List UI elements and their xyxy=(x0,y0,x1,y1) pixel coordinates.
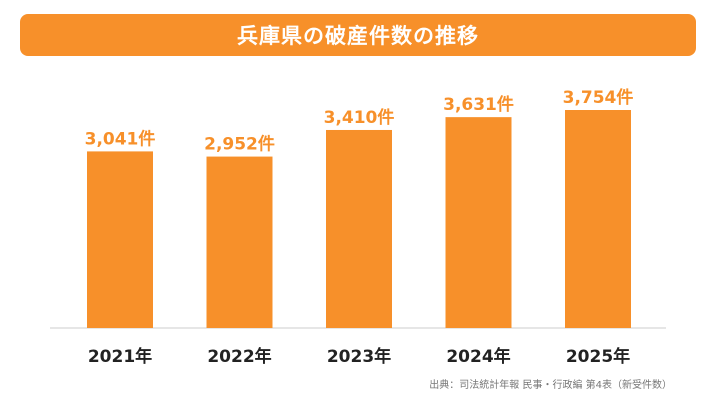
x-tick-label-2022年: 2022年 xyxy=(207,346,271,367)
title-banner: 兵庫県の破産件数の推移 xyxy=(20,14,696,56)
data-label-2025年: 3,754件 xyxy=(563,87,634,108)
data-label-2024年: 3,631件 xyxy=(443,94,514,115)
chart-title: 兵庫県の破産件数の推移 xyxy=(237,24,479,48)
bar-2021年 xyxy=(87,151,153,328)
source-note: 出典：司法統計年報 民事・行政編 第4表（新受件数） xyxy=(429,380,672,391)
data-label-2022年: 2,952件 xyxy=(204,134,275,155)
x-tick-label-2025年: 2025年 xyxy=(566,346,630,367)
x-tick-label-2021年: 2021年 xyxy=(88,346,152,367)
bar-2023年 xyxy=(326,129,392,328)
data-label-2021年: 3,041件 xyxy=(85,128,156,149)
bar-2024年 xyxy=(445,117,512,328)
bar-2022年 xyxy=(206,156,273,328)
x-tick-label-2024年: 2024年 xyxy=(446,346,510,367)
x-tick-label-2023年: 2023年 xyxy=(327,346,391,367)
bar-2025年 xyxy=(565,110,631,328)
data-label-2023年: 3,410件 xyxy=(324,107,395,128)
